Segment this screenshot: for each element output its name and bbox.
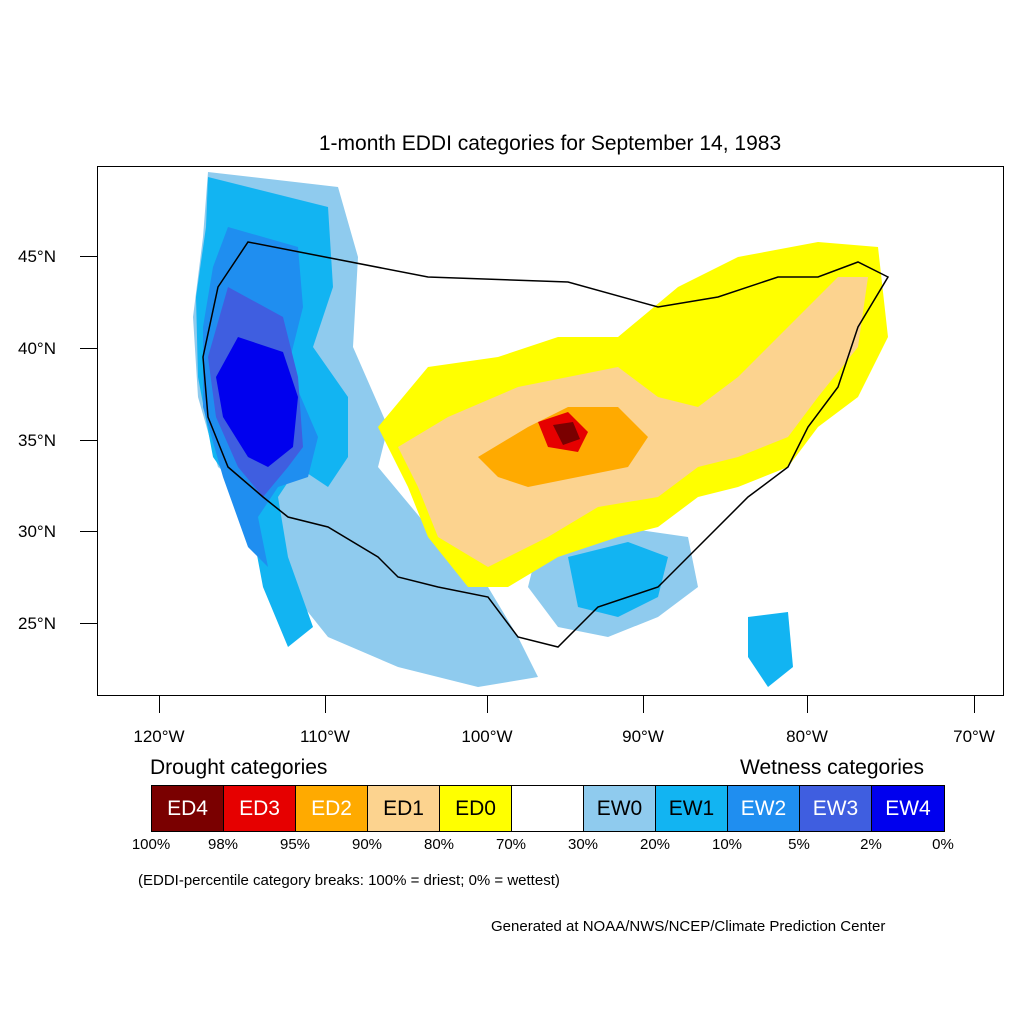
lat-tick — [80, 531, 97, 532]
eddi-map — [193, 172, 890, 687]
lat-tick — [80, 256, 97, 257]
lon-tick — [643, 696, 644, 713]
legend-cell-ed2: ED2 — [296, 786, 368, 831]
percent-break: 30% — [567, 836, 599, 853]
legend-cell-ew3: EW3 — [800, 786, 872, 831]
legend-cell-ew0: EW0 — [584, 786, 656, 831]
us-outline — [202, 241, 890, 648]
legend-cell-ew4: EW4 — [872, 786, 944, 831]
percent-break: 20% — [639, 836, 671, 853]
lon-label: 70°W — [953, 727, 995, 746]
lat-tick — [80, 348, 97, 349]
legend-cell-neutral — [512, 786, 584, 831]
map-title: 1-month EDDI categories for September 14… — [318, 132, 782, 155]
lat-tick — [80, 440, 97, 441]
lon-label: 100°W — [461, 727, 513, 746]
lon-label: 90°W — [622, 727, 664, 746]
lon-tick — [325, 696, 326, 713]
percent-break: 98% — [207, 836, 239, 853]
percent-break: 2% — [860, 836, 882, 853]
lon-tick — [159, 696, 160, 713]
percent-break: 0% — [932, 836, 954, 853]
category-legend: ED4 ED3 ED2 ED1 ED0 EW0 EW1 EW2 EW3 EW4 — [151, 785, 945, 832]
lon-label: 80°W — [786, 727, 828, 746]
lat-label: 45°N — [18, 247, 56, 266]
category-note: (EDDI-percentile category breaks: 100% =… — [138, 872, 560, 889]
lat-label: 30°N — [18, 522, 56, 541]
drought-heading: Drought categories — [150, 756, 328, 779]
lon-tick — [974, 696, 975, 713]
wetness-heading: Wetness categories — [740, 756, 925, 779]
wet-region-ew4 — [216, 337, 298, 467]
percent-break: 95% — [279, 836, 311, 853]
lon-tick — [487, 696, 488, 713]
legend-cell-ed1: ED1 — [368, 786, 440, 831]
percent-break: 10% — [711, 836, 743, 853]
lon-label: 110°W — [300, 727, 350, 746]
dry-region-ed4 — [553, 422, 580, 445]
lat-tick — [80, 623, 97, 624]
credit-line: Generated at NOAA/NWS/NCEP/Climate Predi… — [491, 918, 886, 935]
percent-break: 90% — [351, 836, 383, 853]
lat-label: 25°N — [18, 614, 56, 633]
percent-break: 5% — [788, 836, 810, 853]
lon-label: 120°W — [133, 727, 185, 746]
percent-break: 80% — [423, 836, 455, 853]
legend-cell-ed0: ED0 — [440, 786, 512, 831]
legend-cell-ew1: EW1 — [656, 786, 728, 831]
legend-cell-ed3: ED3 — [224, 786, 296, 831]
lat-label: 35°N — [18, 431, 56, 450]
legend-cell-ew2: EW2 — [728, 786, 800, 831]
percent-break: 100% — [131, 836, 171, 853]
lon-tick — [807, 696, 808, 713]
map-panel — [97, 166, 1004, 696]
percent-break: 70% — [495, 836, 527, 853]
wet-region-florida — [748, 612, 793, 687]
lat-label: 40°N — [18, 339, 56, 358]
legend-cell-ed4: ED4 — [152, 786, 224, 831]
wet-region-gulf-ew1 — [568, 542, 668, 617]
